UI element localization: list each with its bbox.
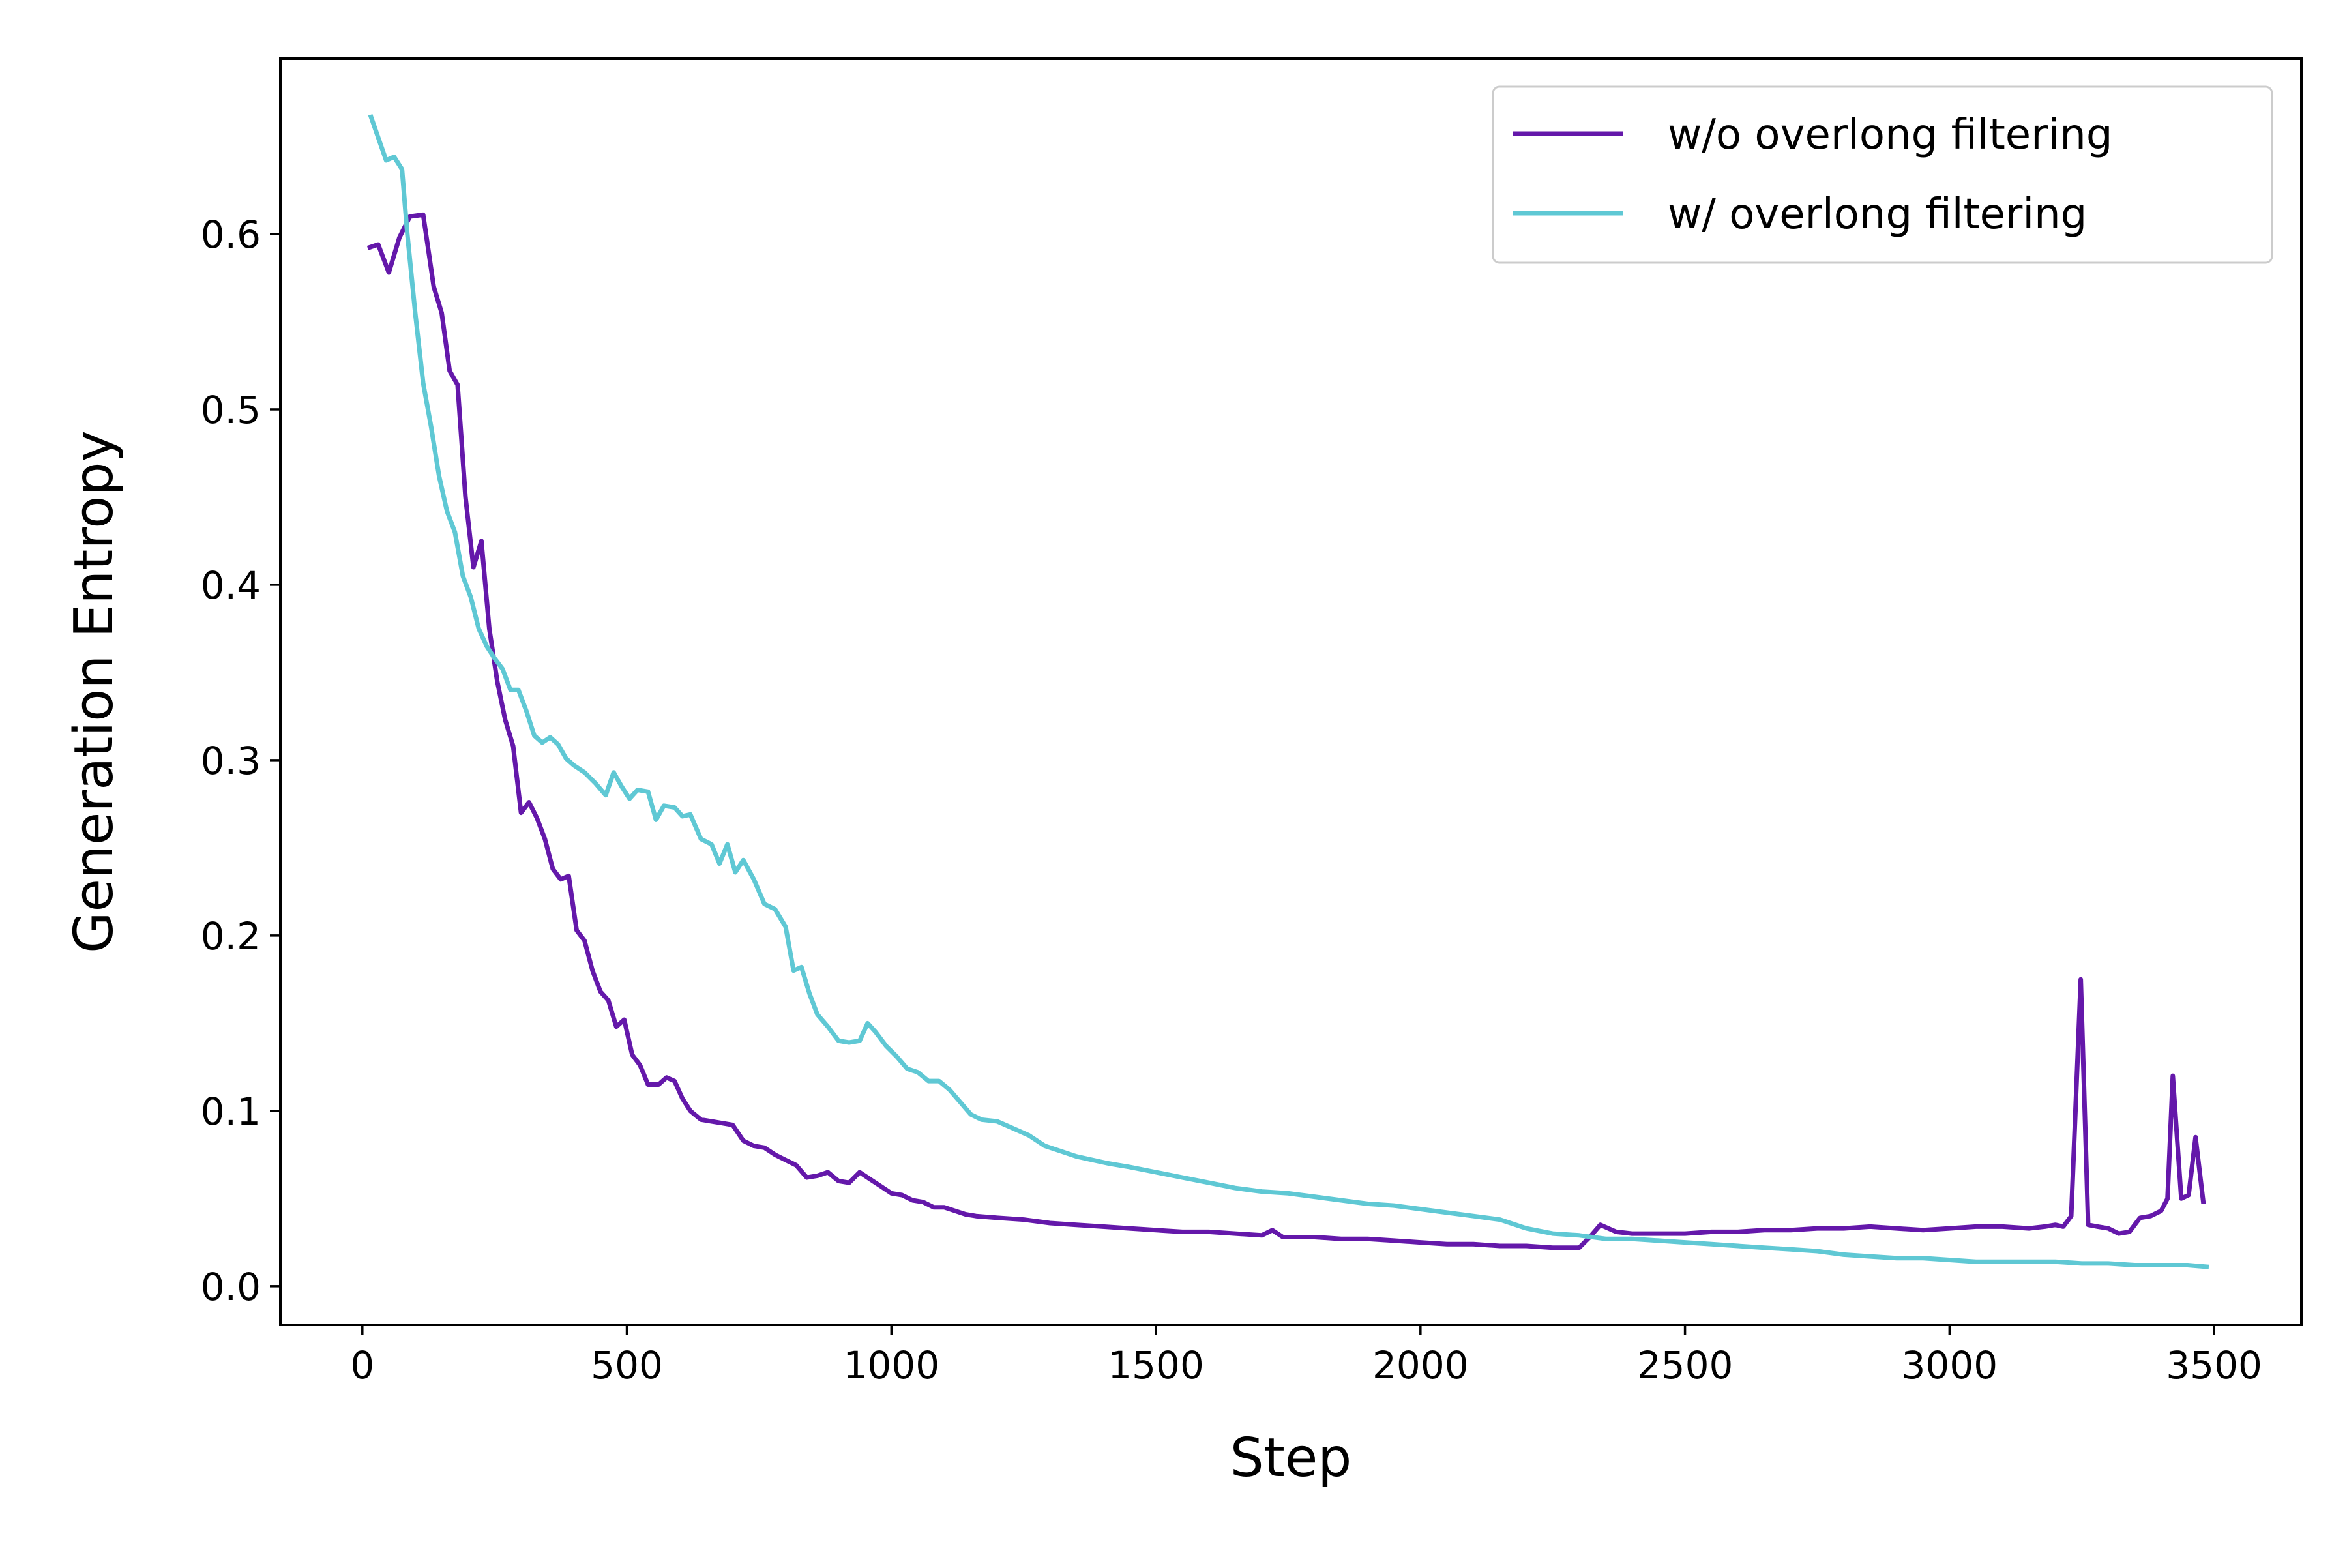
x-tick-label: 1000 [843, 1343, 939, 1387]
y-tick-label: 0.6 [201, 213, 261, 257]
legend-label-1: w/ overlong filtering [1668, 190, 2087, 239]
x-tick-label: 500 [591, 1343, 663, 1387]
x-tick-label: 2000 [1372, 1343, 1469, 1387]
x-tick-label: 2500 [1637, 1343, 1734, 1387]
x-axis-title: Step [1230, 1427, 1352, 1489]
y-axis: 0.0 0.1 0.2 0.3 0.4 0.5 0.6 [201, 213, 280, 1309]
legend-frame [1492, 85, 2273, 264]
y-tick-label: 0.1 [201, 1089, 261, 1134]
legend-label-0: w/o overlong filtering [1668, 111, 2112, 159]
series-line-0 [366, 212, 2206, 1250]
plot-frame [279, 57, 2303, 1326]
y-tick-label: 0.3 [201, 739, 261, 783]
legend: w/o overlong filtering w/ overlong filter… [1492, 85, 2273, 264]
y-tick-label: 0.2 [201, 914, 261, 958]
x-tick-label: 3000 [1902, 1343, 1998, 1387]
x-tick-label: 0 [350, 1343, 374, 1387]
y-tick-label: 0.0 [201, 1265, 261, 1309]
y-axis-title: Generation Entropy [63, 430, 125, 953]
series-line-1 [368, 113, 2209, 1269]
y-tick-label: 0.5 [201, 388, 261, 432]
y-tick-label: 0.4 [201, 563, 261, 608]
x-axis: 0 500 1000 1500 2000 2500 3000 3500 [350, 1325, 2262, 1387]
x-tick-label: 1500 [1108, 1343, 1204, 1387]
series-layer [366, 113, 2209, 1269]
x-tick-label: 3500 [2166, 1343, 2262, 1387]
